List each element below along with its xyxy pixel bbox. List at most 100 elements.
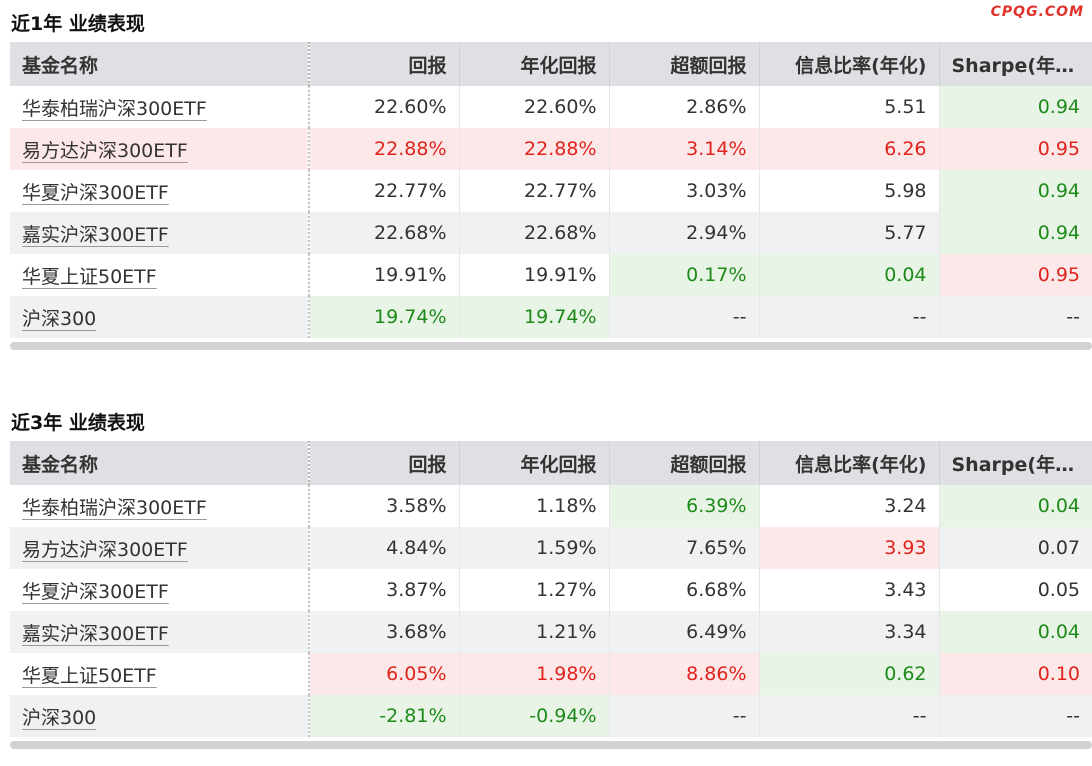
information-ratio-cell: 3.24 [759, 485, 940, 527]
information-ratio-cell: 0.62 [759, 653, 940, 695]
excess-return-cell: 7.65% [609, 527, 760, 569]
annualized-return-cell: -0.94% [459, 695, 610, 737]
col-header-sharpe[interactable]: Sharpe(年化) [939, 42, 1092, 86]
col-header-excess-return[interactable]: 超额回报 [609, 42, 760, 86]
table-header-row: 基金名称 回报 年化回报 超额回报 信息比率(年化) Sharpe(年化) [10, 42, 1092, 86]
annualized-return-cell: 22.60% [459, 86, 610, 128]
return-cell: 6.05% [309, 653, 460, 695]
fund-link[interactable]: 华夏上证50ETF [22, 664, 157, 687]
table-row: 华夏上证50ETF 6.05% 1.98% 8.86% 0.62 0.10 [10, 653, 1092, 695]
return-cell: 19.91% [309, 254, 460, 296]
performance-1y-section: 近1年 业绩表现 基金名称 回报 年化回报 超额回报 信息比率(年化) Shar… [10, 6, 1092, 350]
information-ratio-cell: 6.26 [759, 128, 940, 170]
information-ratio-cell: -- [759, 695, 940, 737]
col-header-information-ratio[interactable]: 信息比率(年化) [759, 42, 940, 86]
section-title: 近3年 业绩表现 [11, 412, 145, 434]
col-header-fund-name[interactable]: 基金名称 [10, 42, 310, 86]
excess-return-cell: 0.17% [609, 254, 760, 296]
performance-table-1y: 基金名称 回报 年化回报 超额回报 信息比率(年化) Sharpe(年化) 华泰… [10, 42, 1092, 338]
col-header-return[interactable]: 回报 [309, 441, 460, 485]
col-header-excess-return[interactable]: 超额回报 [609, 441, 760, 485]
fund-name-cell: 沪深300 [10, 296, 310, 338]
information-ratio-cell: 5.51 [759, 86, 940, 128]
col-header-fund-name[interactable]: 基金名称 [10, 441, 310, 485]
fund-link[interactable]: 华夏沪深300ETF [22, 580, 169, 603]
fund-name-cell: 沪深300 [10, 695, 310, 737]
excess-return-cell: 2.94% [609, 212, 760, 254]
annualized-return-cell: 19.91% [459, 254, 610, 296]
table-row: 华泰柏瑞沪深300ETF 22.60% 22.60% 2.86% 5.51 0.… [10, 86, 1092, 128]
table-row: 华夏沪深300ETF 22.77% 22.77% 3.03% 5.98 0.94 [10, 170, 1092, 212]
sharpe-cell: 0.94 [939, 212, 1092, 254]
annualized-return-cell: 22.88% [459, 128, 610, 170]
fund-name-cell: 华夏沪深300ETF [10, 170, 310, 212]
excess-return-cell: 2.86% [609, 86, 760, 128]
table-row: 沪深300 19.74% 19.74% -- -- -- [10, 296, 1092, 338]
fund-link[interactable]: 易方达沪深300ETF [22, 538, 188, 561]
table-row: 华夏上证50ETF 19.91% 19.91% 0.17% 0.04 0.95 [10, 254, 1092, 296]
sharpe-cell: -- [939, 695, 1092, 737]
fund-link[interactable]: 华泰柏瑞沪深300ETF [22, 97, 207, 120]
information-ratio-cell: 0.04 [759, 254, 940, 296]
fund-link[interactable]: 沪深300 [22, 706, 97, 729]
performance-3y-section: 近3年 业绩表现 基金名称 回报 年化回报 超额回报 信息比率(年化) Shar… [10, 405, 1092, 749]
information-ratio-cell: 5.77 [759, 212, 940, 254]
horizontal-scrollbar[interactable] [10, 342, 1092, 350]
col-header-return[interactable]: 回报 [309, 42, 460, 86]
return-cell: 19.74% [309, 296, 460, 338]
table-row: 嘉实沪深300ETF 22.68% 22.68% 2.94% 5.77 0.94 [10, 212, 1092, 254]
information-ratio-cell: 3.93 [759, 527, 940, 569]
information-ratio-cell: -- [759, 296, 940, 338]
return-cell: 22.60% [309, 86, 460, 128]
return-cell: 22.88% [309, 128, 460, 170]
fund-name-cell: 华泰柏瑞沪深300ETF [10, 485, 310, 527]
annualized-return-cell: 22.77% [459, 170, 610, 212]
annualized-return-cell: 22.68% [459, 212, 610, 254]
col-header-annualized-return[interactable]: 年化回报 [459, 42, 610, 86]
excess-return-cell: 6.49% [609, 611, 760, 653]
fund-link[interactable]: 沪深300 [22, 307, 97, 330]
annualized-return-cell: 1.21% [459, 611, 610, 653]
excess-return-cell: 6.39% [609, 485, 760, 527]
fund-link[interactable]: 华夏沪深300ETF [22, 181, 169, 204]
fund-link[interactable]: 华泰柏瑞沪深300ETF [22, 496, 207, 519]
col-header-annualized-return[interactable]: 年化回报 [459, 441, 610, 485]
section-title: 近1年 业绩表现 [11, 13, 145, 35]
horizontal-scrollbar[interactable] [10, 741, 1092, 749]
table-row: 沪深300 -2.81% -0.94% -- -- -- [10, 695, 1092, 737]
fund-link[interactable]: 易方达沪深300ETF [22, 139, 188, 162]
sharpe-cell: 0.94 [939, 86, 1092, 128]
information-ratio-cell: 3.34 [759, 611, 940, 653]
table-row: 华夏沪深300ETF 3.87% 1.27% 6.68% 3.43 0.05 [10, 569, 1092, 611]
fund-name-cell: 嘉实沪深300ETF [10, 212, 310, 254]
return-cell: 3.58% [309, 485, 460, 527]
table-row: 华泰柏瑞沪深300ETF 3.58% 1.18% 6.39% 3.24 0.04 [10, 485, 1092, 527]
sharpe-cell: 0.04 [939, 611, 1092, 653]
return-cell: 3.68% [309, 611, 460, 653]
fund-link[interactable]: 嘉实沪深300ETF [22, 622, 169, 645]
fund-link[interactable]: 嘉实沪深300ETF [22, 223, 169, 246]
performance-table-3y: 基金名称 回报 年化回报 超额回报 信息比率(年化) Sharpe(年化) 华泰… [10, 441, 1092, 737]
information-ratio-cell: 5.98 [759, 170, 940, 212]
return-cell: 3.87% [309, 569, 460, 611]
excess-return-cell: 6.68% [609, 569, 760, 611]
fund-name-cell: 易方达沪深300ETF [10, 527, 310, 569]
fund-name-cell: 嘉实沪深300ETF [10, 611, 310, 653]
col-header-information-ratio[interactable]: 信息比率(年化) [759, 441, 940, 485]
return-cell: 22.77% [309, 170, 460, 212]
sharpe-cell: 0.07 [939, 527, 1092, 569]
table-header-row: 基金名称 回报 年化回报 超额回报 信息比率(年化) Sharpe(年化) [10, 441, 1092, 485]
sharpe-cell: 0.94 [939, 170, 1092, 212]
fund-link[interactable]: 华夏上证50ETF [22, 265, 157, 288]
fund-name-cell: 华夏上证50ETF [10, 254, 310, 296]
col-header-sharpe[interactable]: Sharpe(年化) [939, 441, 1092, 485]
annualized-return-cell: 1.18% [459, 485, 610, 527]
annualized-return-cell: 1.27% [459, 569, 610, 611]
sharpe-cell: 0.95 [939, 128, 1092, 170]
table-row: 嘉实沪深300ETF 3.68% 1.21% 6.49% 3.34 0.04 [10, 611, 1092, 653]
fund-name-cell: 华泰柏瑞沪深300ETF [10, 86, 310, 128]
annualized-return-cell: 1.59% [459, 527, 610, 569]
excess-return-cell: 3.14% [609, 128, 760, 170]
sharpe-cell: 0.10 [939, 653, 1092, 695]
information-ratio-cell: 3.43 [759, 569, 940, 611]
